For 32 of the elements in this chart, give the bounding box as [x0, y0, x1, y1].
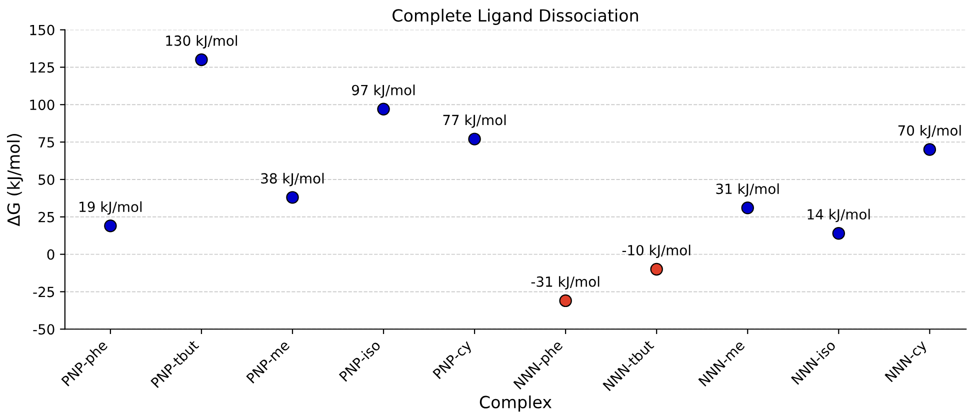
y-axis-title: ΔG (kJ/mol)	[7, 134, 24, 226]
point	[286, 191, 299, 204]
data-label: 19 kJ/mol	[80, 201, 142, 215]
data-label: 14 kJ/mol	[808, 208, 870, 222]
data-label: -10 kJ/mol	[622, 244, 690, 258]
point	[923, 143, 936, 156]
data-label: 130 kJ/mol	[166, 35, 237, 49]
data-label: 31 kJ/mol	[716, 183, 779, 197]
data-label: -31 kJ/mol	[531, 276, 600, 290]
x-axis-title: Complex	[480, 395, 552, 412]
data-label: 38 kJ/mol	[261, 172, 324, 186]
point	[377, 102, 390, 116]
y-tick-label: 50	[38, 174, 54, 185]
y-tick-label: 125	[30, 62, 54, 73]
y-tick-label: 0	[47, 249, 54, 260]
data-label: 77 kJ/mol	[443, 114, 506, 128]
point	[650, 262, 663, 276]
point	[559, 294, 572, 308]
point	[832, 226, 846, 240]
y-tick-label: 25	[38, 212, 54, 222]
point	[741, 202, 754, 214]
y-tick-label: -50	[33, 324, 54, 335]
y-tick-label: 100	[30, 100, 54, 110]
point	[195, 53, 208, 66]
chart-title: Complete Ligand Dissociation	[392, 8, 638, 25]
y-tick-label: -25	[33, 286, 54, 298]
y-tick-label: 75	[38, 137, 54, 148]
point	[468, 132, 481, 146]
y-tick-label: 150	[30, 24, 54, 36]
point	[104, 220, 117, 232]
data-label: 70 kJ/mol	[898, 124, 961, 138]
data-label: 97 kJ/mol	[352, 84, 415, 98]
